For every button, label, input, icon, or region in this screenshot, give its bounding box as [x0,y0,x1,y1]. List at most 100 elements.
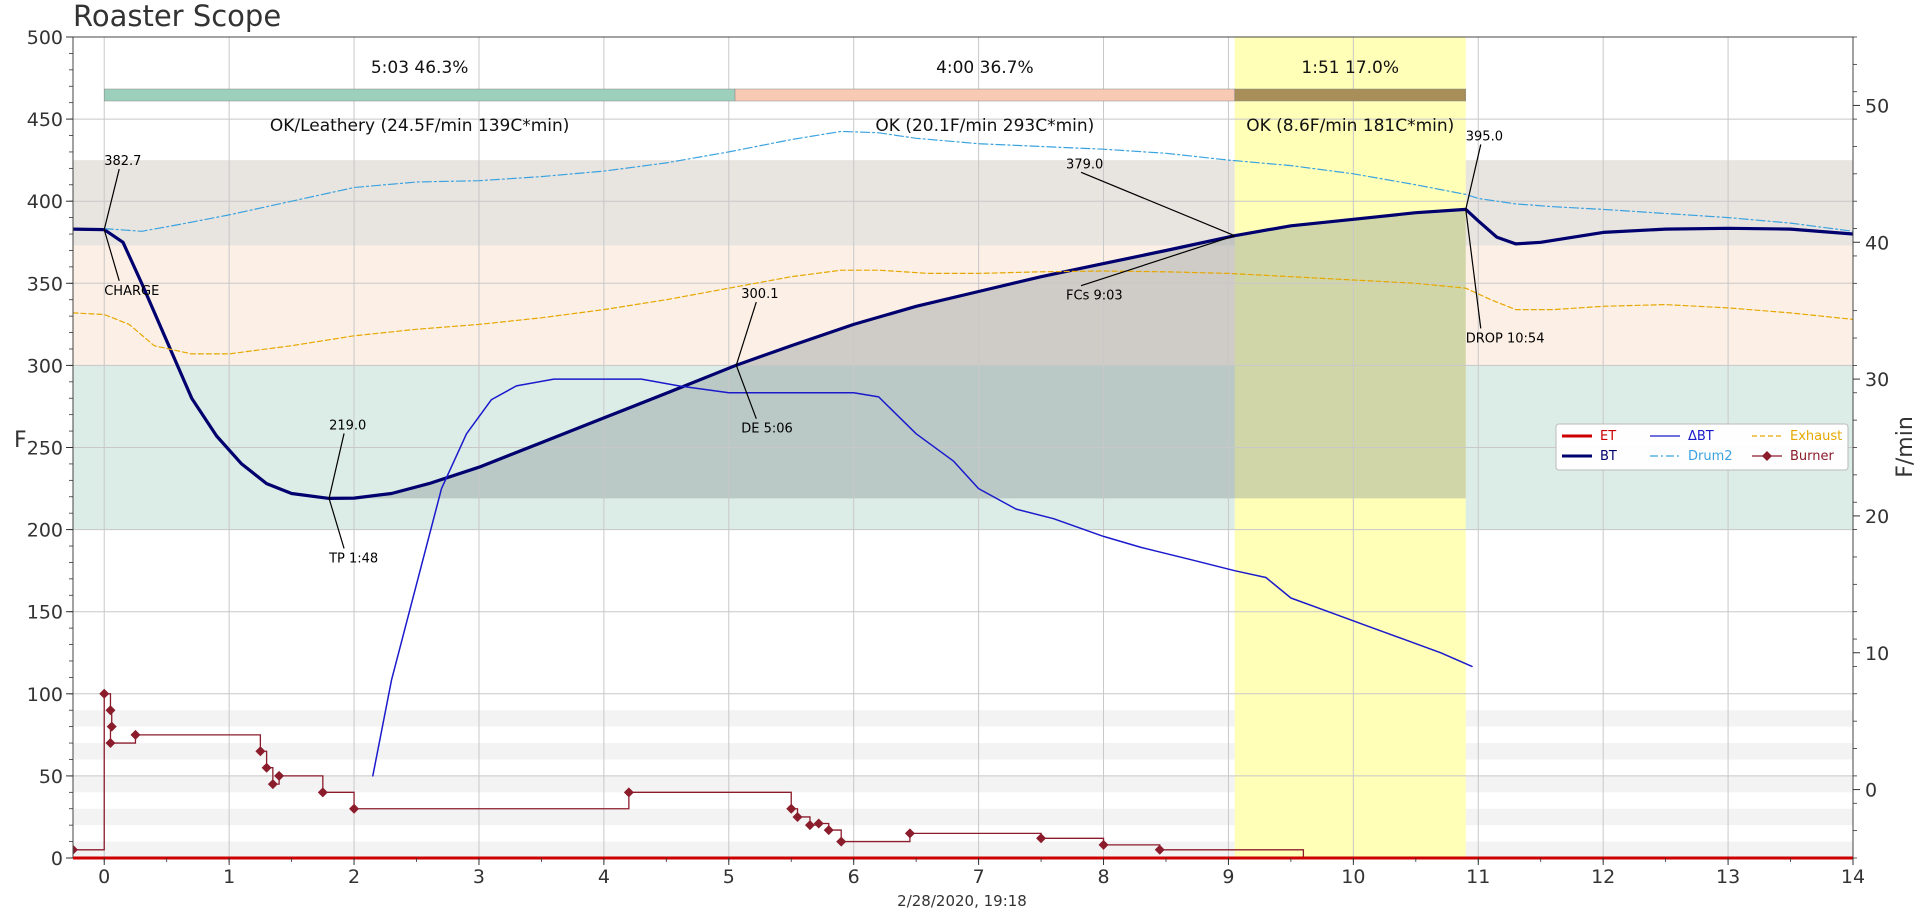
chart-title: Roaster Scope [73,0,281,33]
burner-marker [130,729,141,740]
x-tick-label: 6 [848,866,860,888]
annotations: 382.7 CHARGE 219.0 TP 1:48 300.1 DE 5:06 379.0… [103,129,1545,566]
y-right-tick-label: 0 [1865,780,1877,802]
x-tick-label: 9 [1222,866,1234,888]
legend[interactable]: ET BT ΔBT Drum2 Exhaust Burner [1555,423,1849,471]
stripe-band [73,808,1853,826]
legend-label: BT [1600,449,1617,464]
annotation-label-9: DROP 10:54 [1466,331,1545,346]
axes: 0 1 2 3 4 5 6 7 8 9 10 11 12 13 1405010015020025030035… [14,27,1918,888]
burner-marker [804,820,815,831]
annotation-line-6 [1080,171,1235,237]
burner-marker [823,825,834,836]
bt-area [329,209,1466,499]
series-burner-line [73,693,1305,858]
x-tick-label: 13 [1716,866,1740,888]
burner-marker [1098,839,1109,850]
y-right-tick-label: 50 [1865,95,1889,117]
x-tick-label: 14 [1841,866,1865,888]
x-tick-label: 11 [1466,866,1490,888]
burner-marker [255,746,266,757]
phase-bar-0 [103,88,736,102]
legend-label: Exhaust [1790,429,1842,444]
x-tick-label: 5 [723,866,735,888]
phase-label-1: 4:00 36.7% [936,58,1034,78]
phase-bar-1 [734,88,1235,102]
burner-marker [792,811,803,822]
y-right-tick-label: 10 [1865,643,1889,665]
burner-marker [813,818,824,829]
y-left-tick-label: 150 [27,602,63,624]
legend-label: Burner [1790,449,1835,464]
series-bt-line [372,378,1473,777]
annotation-line-9 [1465,209,1482,329]
burner-marker [267,779,278,790]
y-left-axis-label: F [14,428,27,453]
legend-item-drum2: Drum2 [1650,449,1733,464]
burner-marker [1154,844,1165,855]
burner-marker [105,738,116,749]
annotation-line-3 [328,498,345,549]
annotation-label-4: 300.1 [741,287,778,302]
phase-bars: 5:03 46.3% OK/Leathery (24.5F/min 139C*mi… [103,58,1467,136]
burner-marker [261,762,272,773]
legend-item-burner: Burner [1752,449,1835,464]
burner-marker [349,803,360,814]
y-left-tick-label: 100 [27,684,63,706]
series-bt-line [73,207,1853,500]
x-tick-label: 3 [473,866,485,888]
annotation-label-1: CHARGE [104,284,159,299]
bt-area-fill [329,209,1466,499]
burner-marker [73,844,78,855]
legend-box [1555,423,1849,471]
burner-marker [106,721,117,732]
annotation-line-0 [103,168,120,230]
stripe-band [73,710,1853,727]
x-tick-label: 1 [223,866,235,888]
phase-eval-0: OK/Leathery (24.5F/min 139C*min) [270,116,570,136]
phase-label-2: 1:51 17.0% [1301,58,1399,78]
stripe-band [73,743,1853,760]
burner-marker [105,705,116,716]
y-left-tick-label: 250 [27,438,63,460]
series-lines [73,130,1853,858]
x-tick-label: 8 [1097,866,1109,888]
y-right-axis-label: F/min [1893,416,1918,478]
phase-label-0: 5:03 46.3% [371,58,469,78]
legend-item-exhaust: Exhaust [1752,429,1842,444]
y-left-tick-label: 450 [27,109,63,131]
series-exhaust-line [73,269,1853,355]
series-group [73,130,1853,858]
burner-marker [1036,833,1047,844]
annotation-line-7 [1080,235,1235,287]
legend-item-bt: BT [1562,449,1617,464]
y-left-tick-label: 350 [27,273,63,295]
evaluation-bands [73,160,1853,858]
burner-marker [317,787,328,798]
stripe-band [73,775,1853,793]
y-left-tick-label: 50 [39,766,63,788]
y-right-tick-label: 40 [1865,232,1889,254]
x-tick-label: 12 [1591,866,1615,888]
x-tick-label: 7 [973,866,985,888]
annotation-line-2 [328,433,345,499]
burner-marker [623,787,634,798]
annotation-line-4 [735,301,757,366]
y-left-tick-label: 400 [27,191,63,213]
x-tick-label: 4 [598,866,610,888]
y-right-tick-label: 30 [1865,369,1889,391]
burner-marker [99,688,110,699]
legend-label: ΔBT [1688,429,1714,444]
annotation-label-2: 219.0 [329,418,366,433]
annotation-line-1 [103,229,120,281]
legend-item-bt: ΔBT [1650,429,1714,444]
band-2 [73,160,1853,246]
annotation-label-7: FCs 9:03 [1066,289,1123,304]
phase-eval-1: OK (20.1F/min 293C*min) [875,116,1094,136]
x-tick-label: 2 [348,866,360,888]
annotation-line-8 [1465,144,1482,210]
annotation-label-5: DE 5:06 [741,422,793,437]
legend-item-et: ET [1562,429,1616,444]
annotation-line-5 [735,365,757,419]
